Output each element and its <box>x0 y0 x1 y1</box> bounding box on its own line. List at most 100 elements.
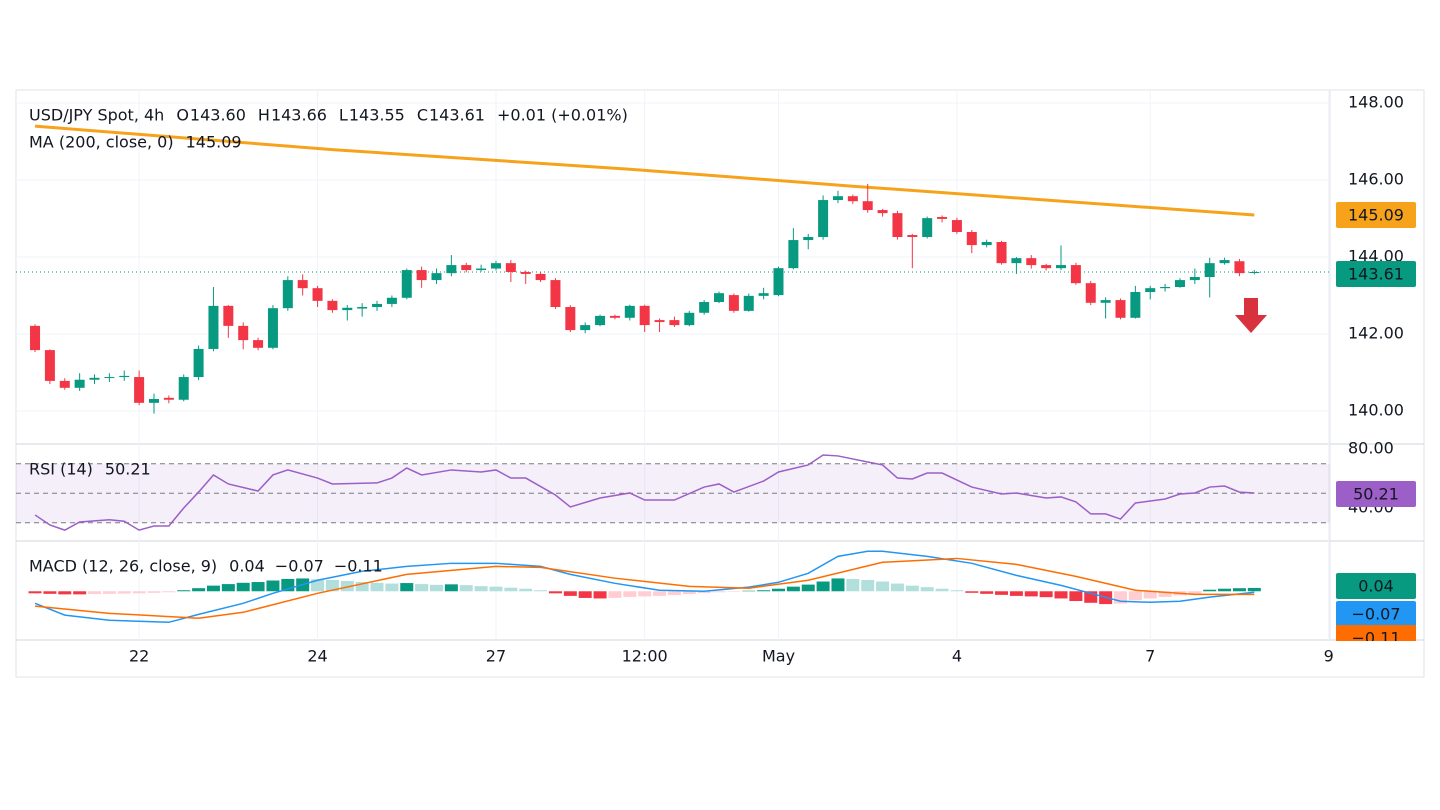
macd-tag-label: −0.07 <box>1351 605 1400 624</box>
candle-body <box>728 295 739 311</box>
candle-body <box>862 201 873 211</box>
macd-histogram-bar <box>1218 588 1232 592</box>
macd-histogram-bar <box>1009 591 1023 596</box>
macd-histogram-bar <box>608 591 622 598</box>
legend-text: −0.07 <box>275 557 324 576</box>
candle-body <box>327 300 338 311</box>
candle-body <box>922 218 933 237</box>
macd-histogram-bar <box>444 584 458 592</box>
macd-tag <box>1336 573 1416 599</box>
candle-body <box>966 231 977 246</box>
macd-histogram-bar <box>920 587 934 592</box>
macd-tag-label: −0.11 <box>1351 629 1400 648</box>
macd-histogram-bar <box>534 590 548 592</box>
macd-histogram-bar <box>563 591 577 596</box>
macd-histogram-bar <box>682 591 696 595</box>
candle-body <box>1189 277 1200 281</box>
macd-histogram-bar <box>266 580 280 592</box>
candle-body <box>490 263 501 269</box>
chart-frame <box>15 89 1425 678</box>
legend-text: 143.55 <box>349 106 405 125</box>
macd-line <box>34 550 1255 624</box>
candle-body <box>565 307 576 331</box>
candle-body <box>580 325 591 331</box>
macd-histogram-bar <box>370 582 384 592</box>
macd-histogram-bar <box>489 586 503 592</box>
macd-histogram-bar <box>1188 591 1202 594</box>
candle-body <box>684 312 695 326</box>
rsi-tag-label: 50.21 <box>1353 484 1399 503</box>
macd-histogram-bar <box>88 591 102 595</box>
candle-body <box>1174 280 1185 288</box>
macd-histogram-bar <box>132 591 146 594</box>
macd-histogram-bar <box>890 583 904 592</box>
rsi-tag <box>1336 480 1416 507</box>
macd-histogram-bar <box>147 591 161 593</box>
candle-body <box>223 305 234 326</box>
macd-histogram-bar <box>58 591 72 595</box>
x-tick-label: May <box>762 647 795 666</box>
candle-body <box>30 325 41 351</box>
legend-text: H <box>258 106 270 125</box>
x-tick-label: 4 <box>952 647 962 666</box>
candle-body <box>1011 258 1022 264</box>
macd-histogram-bar <box>697 591 711 594</box>
macd-histogram-bar <box>771 588 785 592</box>
macd-histogram-bar <box>801 584 815 592</box>
candle-body <box>1041 265 1052 269</box>
down-arrow <box>1235 298 1267 333</box>
candle-body <box>520 272 531 274</box>
macd-histogram-bar <box>192 588 206 592</box>
candle-body <box>401 270 412 298</box>
macd-tag <box>1336 601 1416 627</box>
candle-body <box>74 379 85 388</box>
candle-body <box>312 288 323 301</box>
ma-price-tag <box>1336 202 1416 229</box>
candle-body <box>416 270 427 281</box>
legend-text: 143.61 <box>429 106 485 125</box>
macd-histogram-bar <box>340 581 354 592</box>
macd-histogram-bar <box>430 584 444 592</box>
candle-body <box>253 340 264 348</box>
y-tick-label: 142.00 <box>1348 323 1404 342</box>
macd-histogram-bar <box>935 588 949 592</box>
legend-text: MACD (12, 26, close, 9) <box>29 557 217 576</box>
candle-body <box>1056 265 1067 269</box>
moving-average <box>34 124 1255 217</box>
macd-histogram-bar <box>221 584 235 592</box>
candle-body <box>208 305 219 349</box>
macd-histogram-bar <box>474 586 488 592</box>
macd-histogram-bar <box>578 591 592 598</box>
candle-body <box>892 213 903 237</box>
candle-body <box>773 268 784 296</box>
macd-histogram-bar <box>965 591 979 593</box>
y-tick-label: 146.00 <box>1348 170 1404 189</box>
candle-body <box>1145 288 1156 293</box>
legend-text: 143.60 <box>190 106 246 125</box>
candle-body <box>476 268 487 271</box>
candle-body <box>1115 300 1126 318</box>
y-tick-label: 80.00 <box>1348 439 1394 458</box>
candle-body <box>996 241 1007 264</box>
candle-body <box>624 305 635 318</box>
candle-body <box>446 265 457 274</box>
x-tick-label: 24 <box>307 647 327 666</box>
candle-body <box>937 216 948 219</box>
candle-body <box>1204 263 1215 278</box>
macd-histogram-bar <box>980 591 994 594</box>
macd-histogram-bar <box>162 591 176 593</box>
candle-body <box>357 307 368 309</box>
macd-histogram-bar <box>876 581 890 592</box>
legend-text: 50.21 <box>105 460 151 479</box>
macd-histogram-bar <box>28 591 42 594</box>
macd-histogram-bar <box>816 581 830 592</box>
candle-body <box>699 302 710 313</box>
macd-histogram-bar <box>742 590 756 592</box>
macd-histogram-bar <box>504 587 518 592</box>
candle-body <box>372 303 383 308</box>
legend-text: L <box>339 106 348 125</box>
candle-body <box>342 307 353 311</box>
macd-histogram-bar <box>1084 591 1098 603</box>
macd-histogram-bar <box>311 579 325 592</box>
candle-body <box>1085 283 1096 303</box>
